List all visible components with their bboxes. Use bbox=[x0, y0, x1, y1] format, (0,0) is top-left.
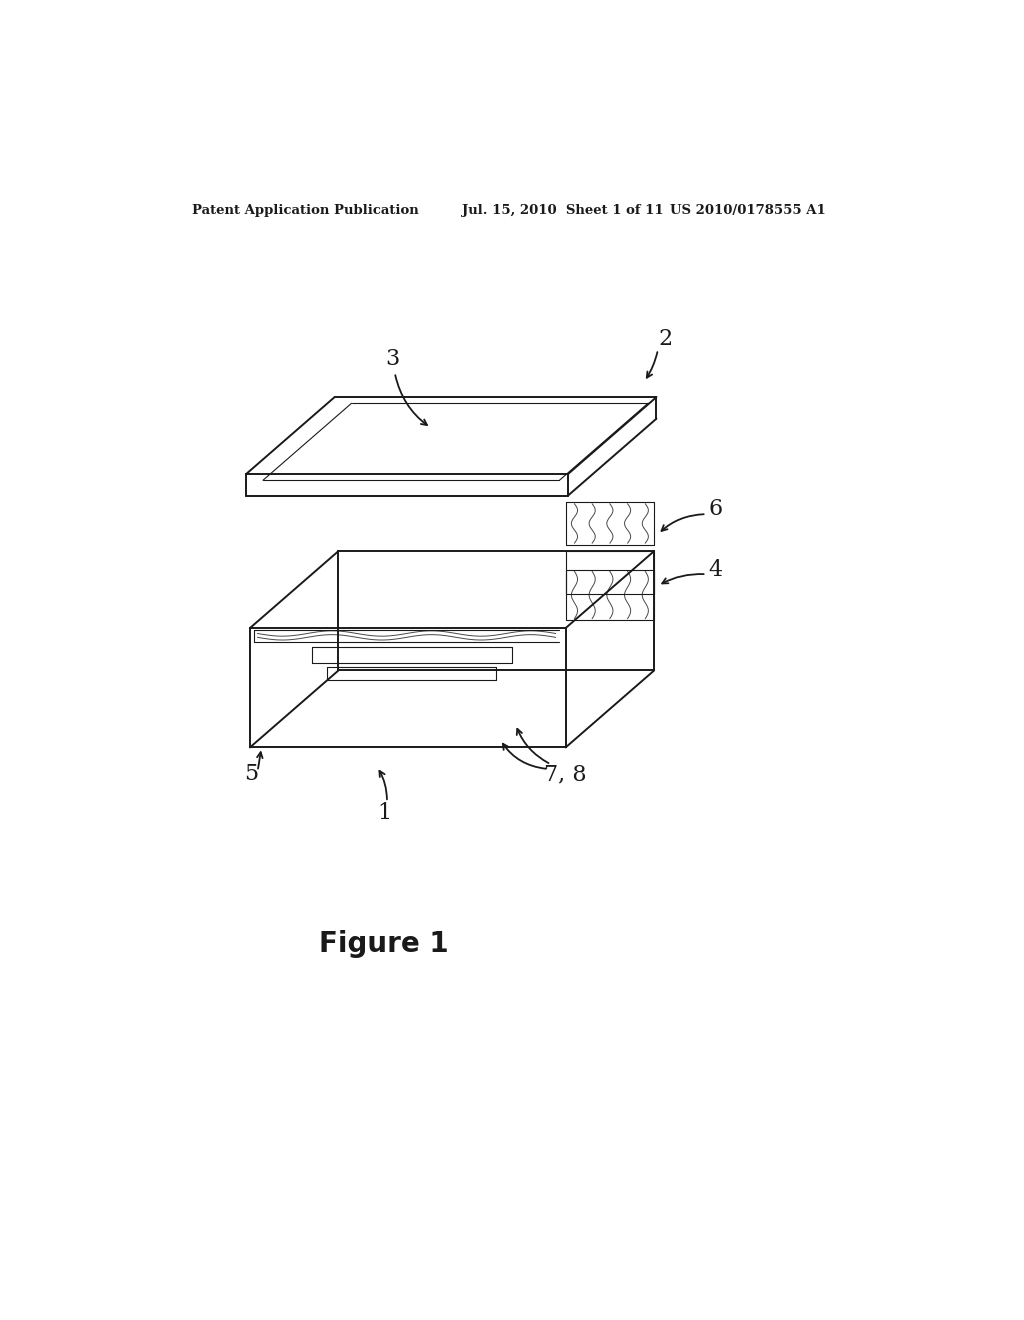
Text: US 2010/0178555 A1: US 2010/0178555 A1 bbox=[670, 205, 825, 218]
Text: 5: 5 bbox=[245, 763, 258, 785]
Text: 3: 3 bbox=[385, 347, 399, 370]
Text: 2: 2 bbox=[658, 329, 673, 350]
Text: 7, 8: 7, 8 bbox=[545, 763, 587, 785]
Text: Patent Application Publication: Patent Application Publication bbox=[193, 205, 419, 218]
Text: Figure 1: Figure 1 bbox=[319, 929, 449, 958]
Text: 6: 6 bbox=[709, 498, 723, 520]
Text: 4: 4 bbox=[709, 560, 723, 581]
Text: 1: 1 bbox=[378, 801, 392, 824]
Text: Jul. 15, 2010  Sheet 1 of 11: Jul. 15, 2010 Sheet 1 of 11 bbox=[462, 205, 664, 218]
